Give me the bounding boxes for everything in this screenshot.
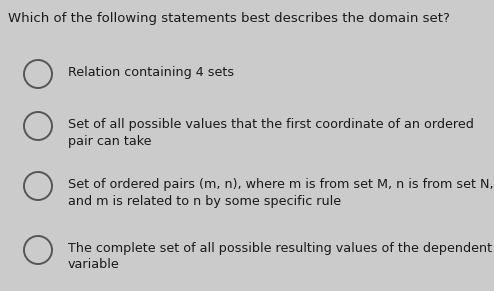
Text: Which of the following statements best describes the domain set?: Which of the following statements best d… (8, 12, 450, 25)
Text: Set of ordered pairs (m, n), where m is from set M, n is from set N,
and m is re: Set of ordered pairs (m, n), where m is … (68, 178, 494, 207)
Text: Set of all possible values that the first coordinate of an ordered
pair can take: Set of all possible values that the firs… (68, 118, 474, 148)
Circle shape (24, 172, 52, 200)
Text: Relation containing 4 sets: Relation containing 4 sets (68, 66, 234, 79)
Circle shape (24, 112, 52, 140)
Text: The complete set of all possible resulting values of the dependent
variable: The complete set of all possible resulti… (68, 242, 492, 272)
Circle shape (24, 60, 52, 88)
Circle shape (24, 236, 52, 264)
